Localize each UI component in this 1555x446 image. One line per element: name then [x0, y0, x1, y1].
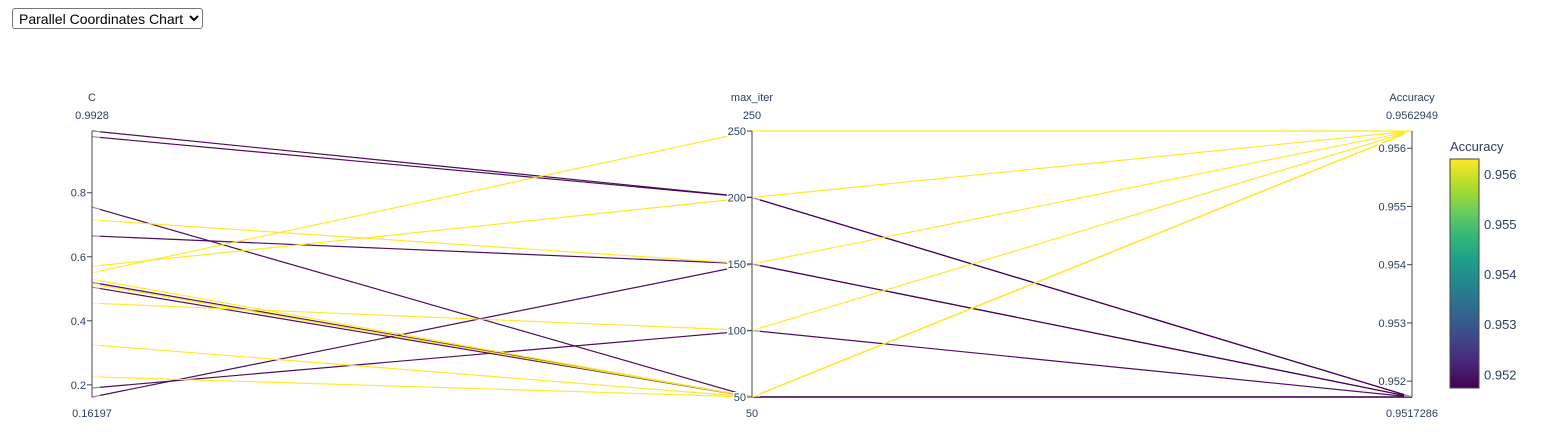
axis-range-min: 0.9517286	[1386, 408, 1438, 420]
colorbar-tick-label: 0.954	[1484, 267, 1517, 282]
axis-range-min: 50	[746, 408, 758, 420]
axis-title: max_iter	[731, 92, 774, 104]
colorbar-tick-label: 0.953	[1484, 317, 1517, 332]
axis-tick-label: 250	[728, 126, 746, 138]
axis-accuracy: Accuracy 0.9562949 0.9517286 0.952 0.953 0.95…	[1377, 92, 1438, 420]
colorbar-tick-label: 0.955	[1484, 217, 1517, 232]
axis-tick-label: 0.952	[1378, 376, 1406, 388]
axis-c: C 0.9928 0.16197 0.2 0.4 0.6 0.8	[69, 92, 112, 420]
colorbar-ramp	[1449, 158, 1480, 389]
axis-range-min: 0.16197	[72, 408, 112, 420]
axis-tick-label: 200	[728, 193, 746, 205]
colorbar-title: Accuracy	[1450, 139, 1504, 154]
axis-tick-label: 0.2	[71, 380, 86, 392]
axis-tick-label: 100	[728, 326, 746, 338]
axis-tick-label: 0.4	[71, 316, 86, 328]
axis-range-max: 250	[743, 110, 761, 122]
axis-tick-label: 0.956	[1378, 143, 1406, 155]
colorbar-tick-label: 0.956	[1484, 167, 1517, 182]
axis-range-max: 0.9562949	[1386, 110, 1438, 122]
axis-title: Accuracy	[1389, 92, 1435, 104]
axis-tick-label: 150	[728, 259, 746, 271]
axes-layer: C 0.9928 0.16197 0.2 0.4 0.6 0.8 max_iter 250 505…	[69, 92, 1438, 420]
axis-range-max: 0.9928	[75, 110, 109, 122]
axis-title: C	[88, 92, 96, 104]
colorbar: Accuracy 0.952 0.953 0.954 0.955 0.956	[1449, 139, 1517, 389]
axis-tick-label: 0.955	[1378, 201, 1406, 213]
chart-type-select[interactable]: Parallel Coordinates Chart	[12, 8, 203, 29]
axis-tick-label: 50	[734, 392, 746, 404]
axis-tick-label: 0.8	[71, 188, 86, 200]
colorbar-tick-label: 0.952	[1484, 367, 1517, 382]
axis-tick-label: 0.953	[1378, 318, 1406, 330]
axis-tick-label: 0.954	[1378, 260, 1406, 272]
axis-tick-label: 0.6	[71, 252, 86, 264]
